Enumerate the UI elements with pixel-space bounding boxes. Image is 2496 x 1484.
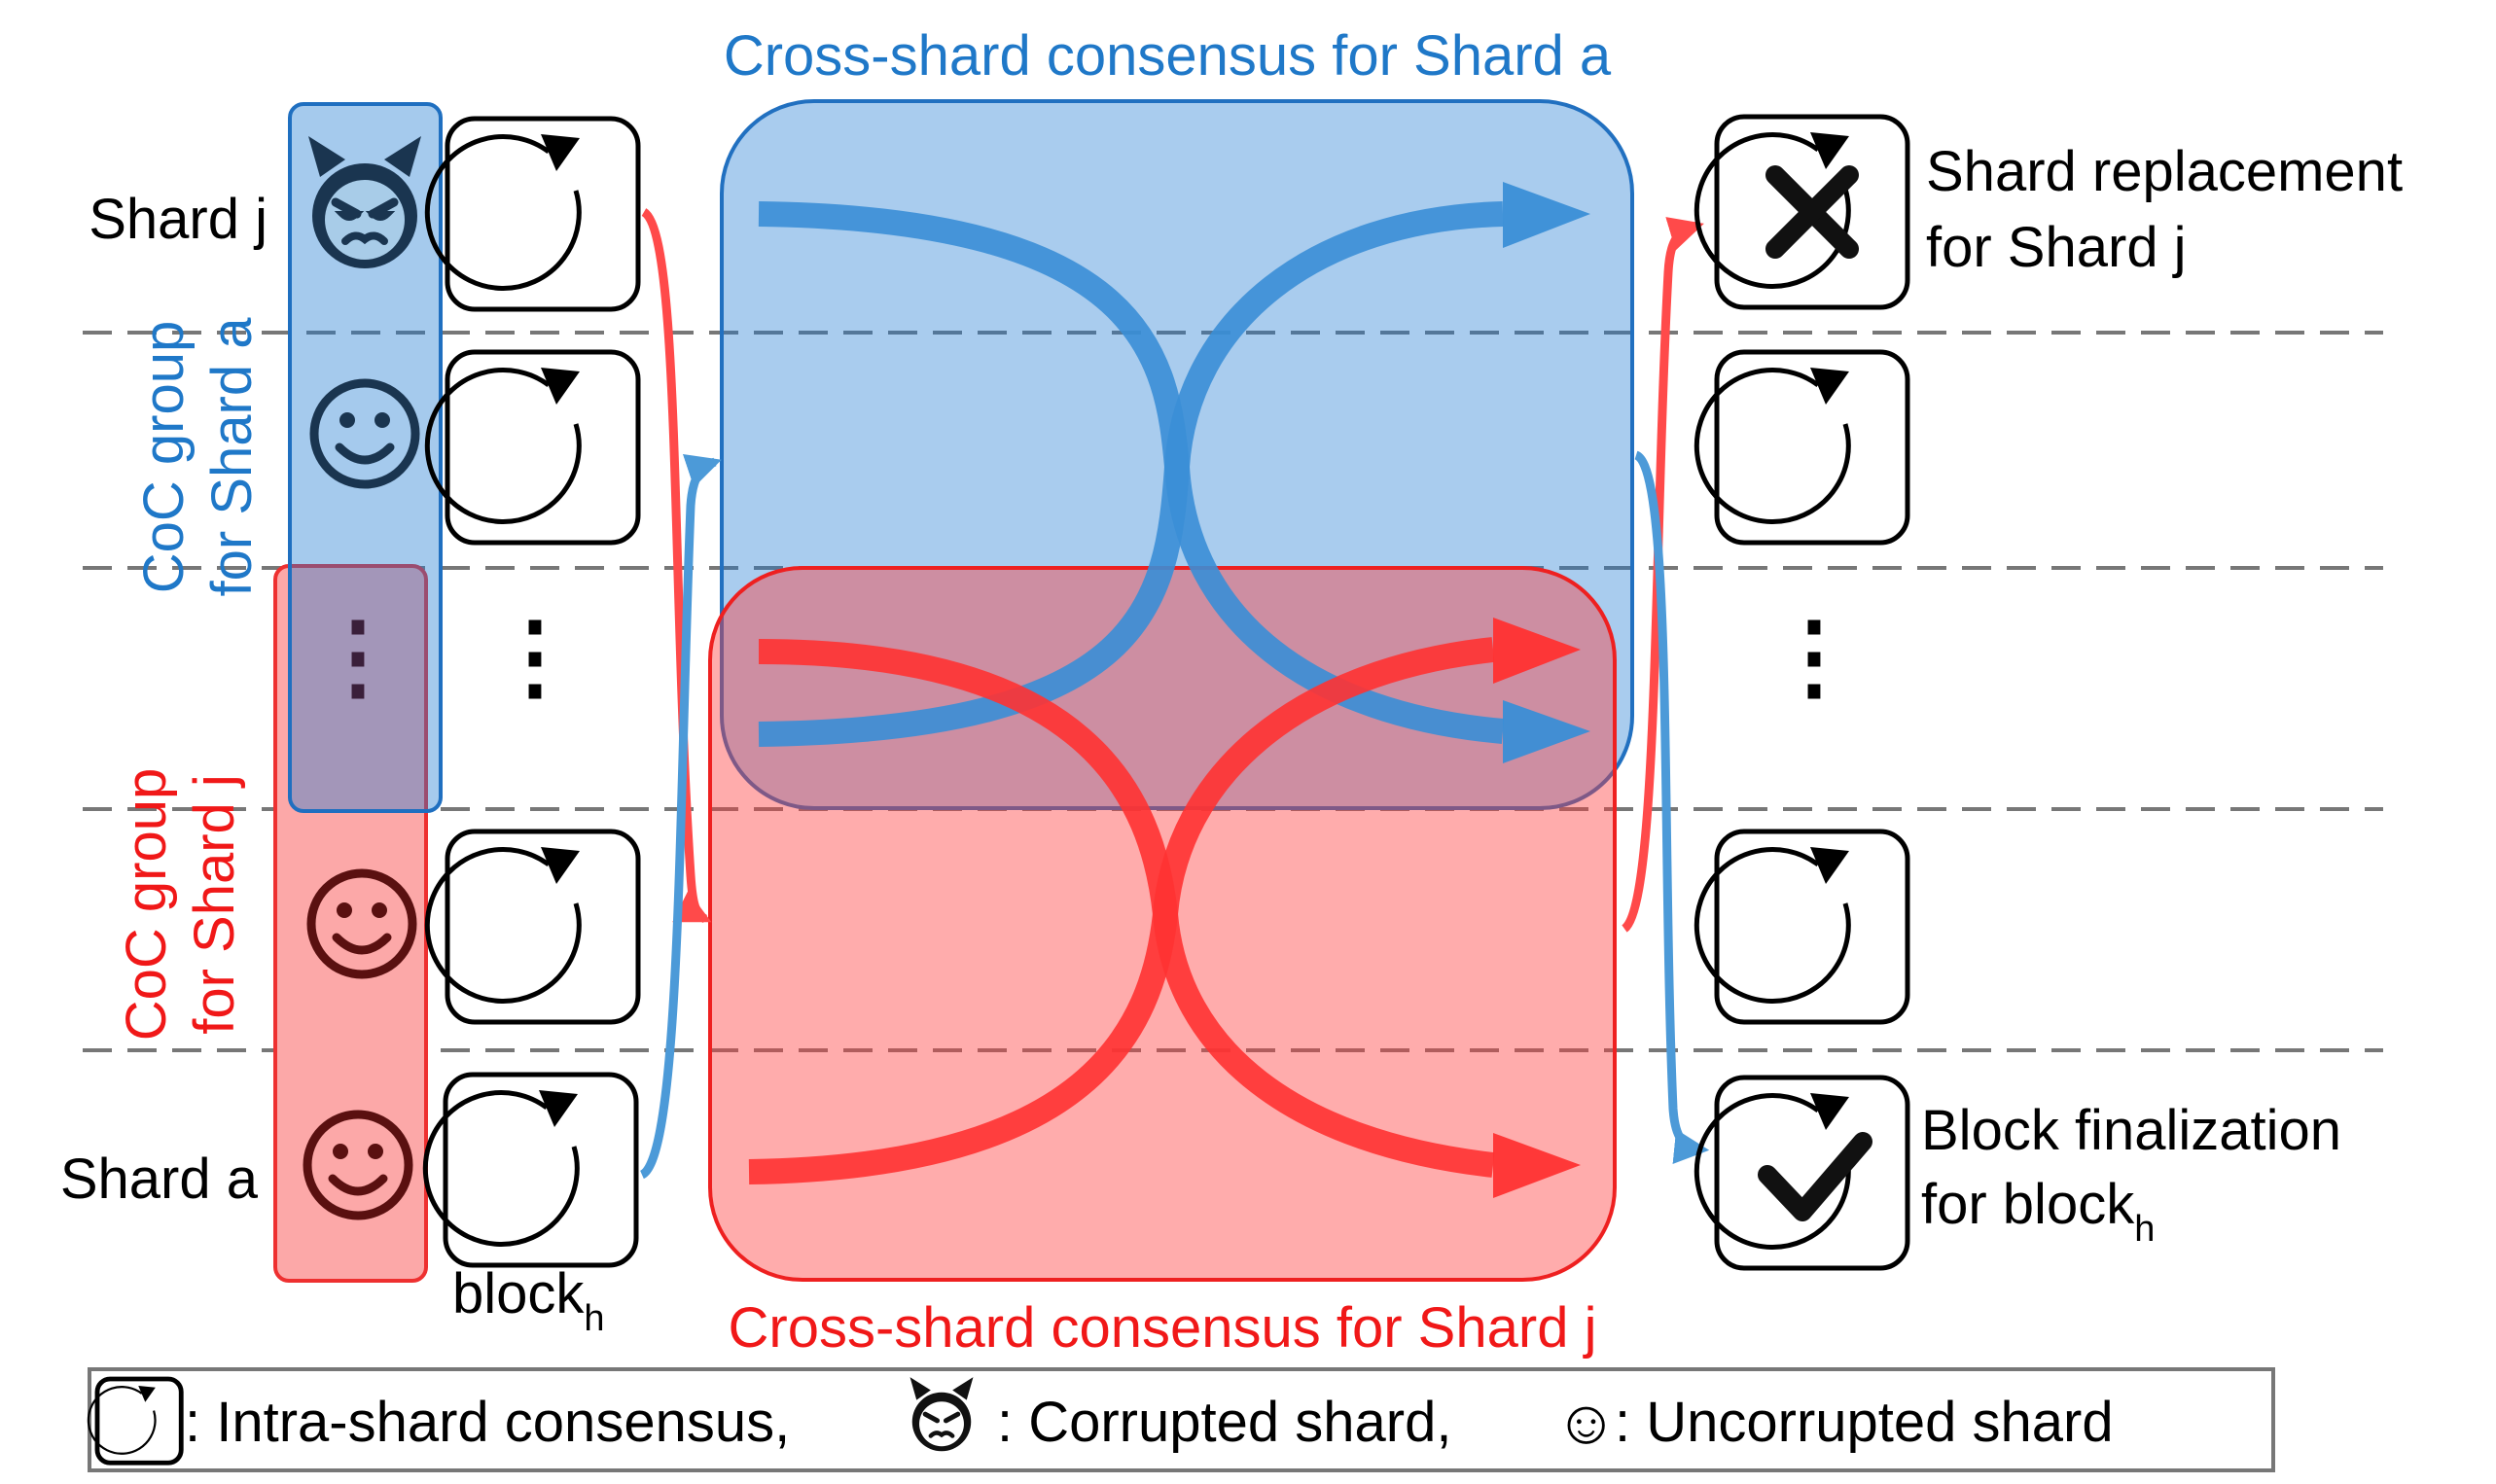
smiley-face-icon: ☺: [1554, 1387, 1618, 1457]
devil-face-icon: [909, 1377, 974, 1452]
outcome-box-finalization: [1696, 1075, 1910, 1271]
title-cross-shard-shard-a: Cross-shard consensus for Shard a: [724, 24, 1612, 88]
devil-face-icon: [308, 136, 421, 268]
x-mark-icon: [1765, 165, 1859, 259]
ellipsis-left-boxes: ⋮: [488, 605, 582, 709]
row-label-shard-j: Shard j: [89, 188, 267, 251]
legend-intra-shard: : Intra-shard consensus,: [185, 1391, 790, 1454]
shard-a-to-blue-consensus-arrow: [639, 454, 722, 1180]
label-block-finalization: Block finalization for blockh: [1921, 1099, 2357, 1250]
block-h-label: blockh: [452, 1262, 605, 1339]
legend-corrupted: : Corrupted shard,: [997, 1391, 1451, 1454]
legend-uncorrupted: : Uncorrupted shard: [1615, 1391, 2114, 1454]
svg-text:CoC group: CoC group: [132, 321, 196, 593]
shard-j-to-red-consensus-arrow: [641, 208, 712, 924]
svg-text:for Shard j: for Shard j: [183, 774, 246, 1035]
connector-arrows: [639, 208, 1710, 1180]
outcome-box-row4: [1696, 829, 1910, 1025]
coc-group-shard-j-label: CoC group for Shard j: [115, 768, 246, 1041]
intra-shard-box-row4: [427, 829, 641, 1025]
svg-text:CoC group: CoC group: [115, 768, 178, 1041]
intra-shard-box-shard-j: [427, 116, 641, 312]
title-cross-shard-shard-j: Cross-shard consensus for Shard j: [729, 1296, 1597, 1360]
red-flow-arrowheads: [1493, 618, 1581, 1198]
check-mark-icon: [1758, 1132, 1872, 1221]
blue-consensus-to-finalization-arrow: [1633, 450, 1710, 1165]
label-shard-replacement: Shard replacement for Shard j: [1926, 140, 2418, 279]
ellipsis-right-boxes: ⋮: [1767, 605, 1861, 709]
circular-arrow-icon: [87, 1376, 184, 1466]
intra-shard-box-row2: [427, 349, 641, 546]
row-separators: [83, 331, 2383, 1052]
svg-text:for Shard a: for Shard a: [200, 317, 264, 597]
blue-flow-arrowheads: [1503, 182, 1590, 763]
legend: : Intra-shard consensus, : Corrupted sha…: [87, 1367, 2275, 1472]
row-label-shard-a: Shard a: [60, 1148, 259, 1211]
smiley-face-icon: [303, 1110, 413, 1220]
outcome-box-replacement: [1696, 114, 1910, 310]
intra-shard-box-shard-a: [425, 1072, 639, 1268]
coc-group-shard-a-label: CoC group for Shard a: [132, 317, 264, 597]
outcome-box-row2: [1696, 349, 1910, 546]
smiley-face-icon: [306, 868, 417, 979]
ellipsis-coc-column: ⋮: [311, 605, 405, 709]
smiley-face-icon: [309, 378, 420, 489]
legend-frame: [88, 1367, 2275, 1472]
red-consensus-flows: [748, 637, 1495, 1184]
